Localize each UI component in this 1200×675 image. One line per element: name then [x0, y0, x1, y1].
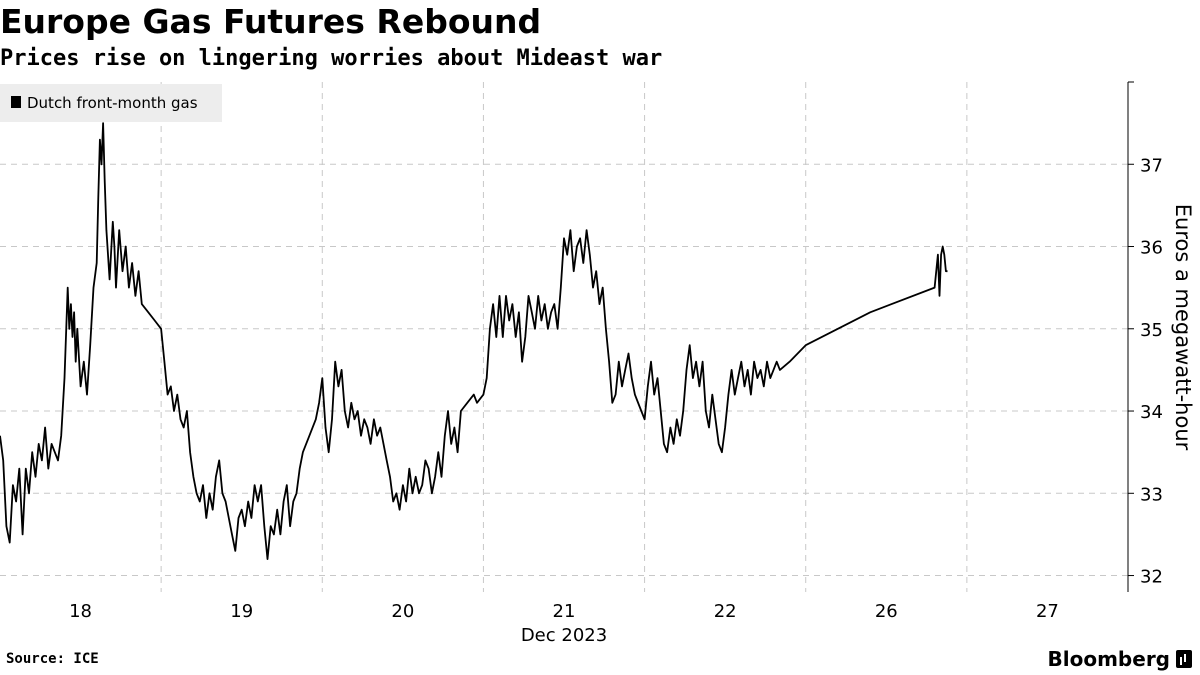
x-tick-label: 27	[1036, 601, 1059, 622]
y-axis-label: Euros a megawatt-hour	[1171, 204, 1195, 451]
source-note: Source: ICE	[6, 651, 99, 667]
y-tick-label: 33	[1140, 484, 1163, 505]
chart-title: Europe Gas Futures Rebound	[0, 2, 542, 41]
legend-swatch	[11, 96, 21, 108]
legend-label: Dutch front-month gas	[27, 94, 198, 112]
brand-logo: Bloomberg	[1048, 647, 1192, 671]
x-tick-label: 21	[553, 601, 576, 622]
y-tick-label: 34	[1140, 402, 1163, 423]
x-tick-label: 19	[230, 601, 253, 622]
y-tick-label: 37	[1140, 155, 1163, 176]
legend-box	[0, 84, 222, 122]
y-tick-label: 36	[1140, 238, 1163, 259]
x-tick-label: 26	[875, 601, 898, 622]
x-axis-label: Dec 2023	[521, 625, 607, 646]
bloomberg-terminal-icon	[1176, 650, 1192, 668]
x-tick-label: 20	[391, 601, 414, 622]
x-tick-label: 18	[69, 601, 92, 622]
series-line	[0, 122, 948, 560]
y-tick-label: 35	[1140, 320, 1163, 341]
brand-name: Bloomberg	[1047, 647, 1170, 671]
chart-subtitle: Prices rise on lingering worries about M…	[0, 46, 663, 71]
y-tick-label: 32	[1140, 567, 1163, 588]
x-tick-label: 22	[714, 601, 737, 622]
